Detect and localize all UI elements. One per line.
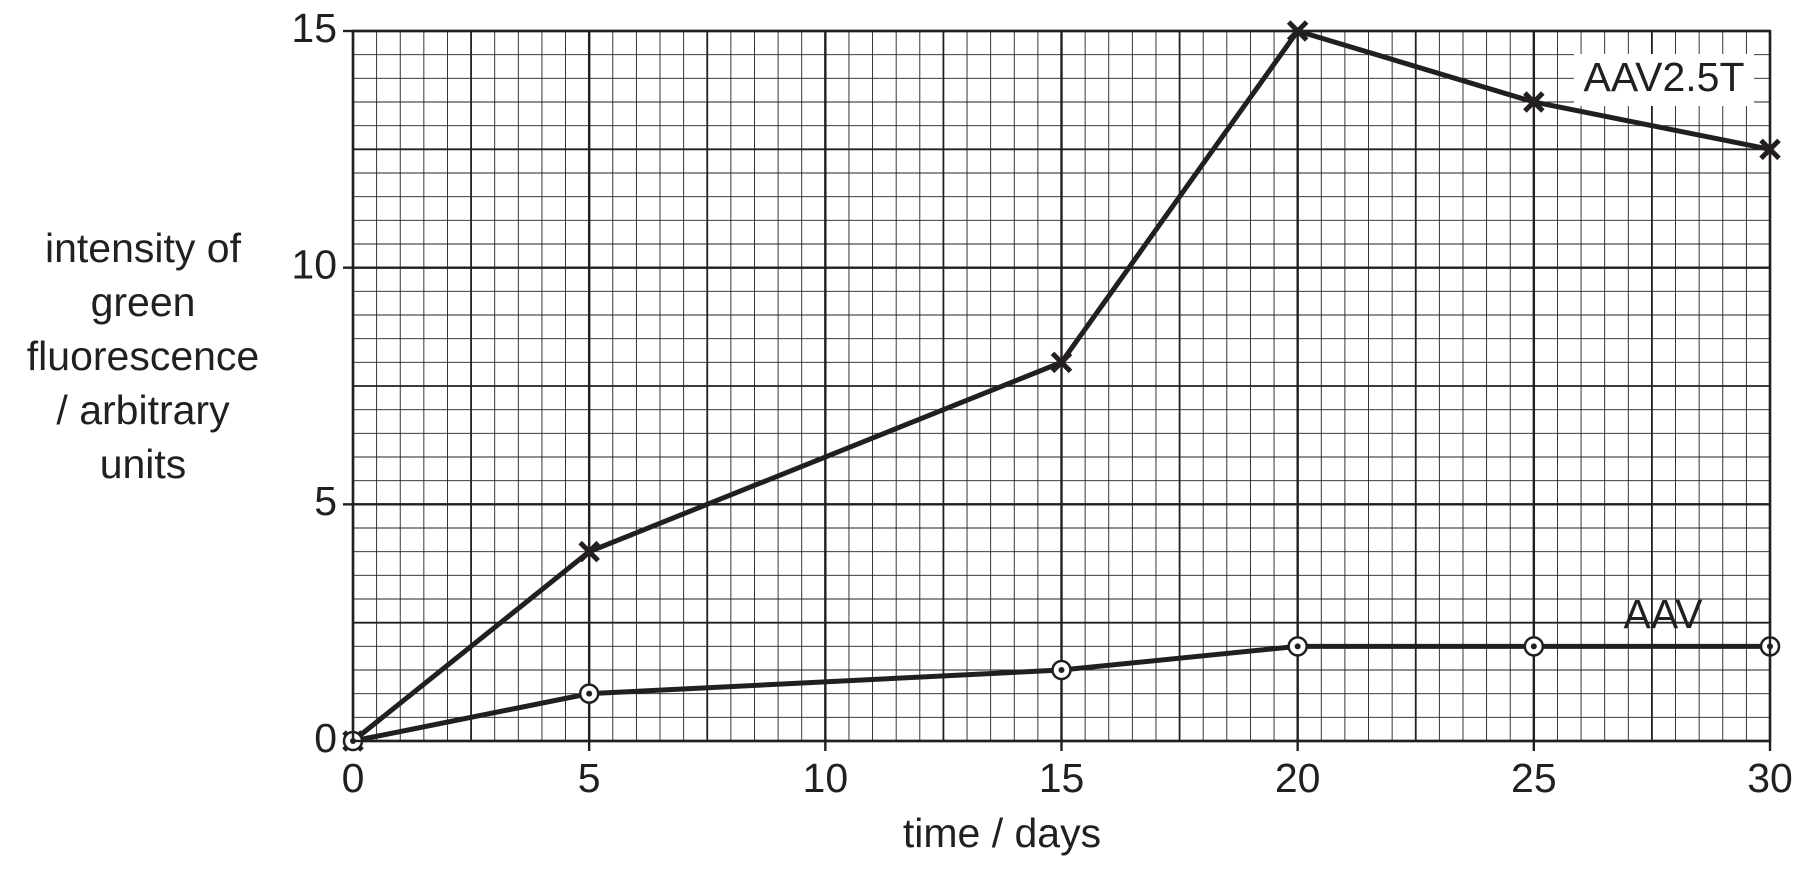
x-tick-label: 15: [1039, 755, 1085, 801]
x-tick-label: 20: [1275, 755, 1321, 801]
data-point: [1050, 351, 1073, 374]
series-label: AAV2.5T: [1583, 54, 1744, 100]
x-tick-label: 5: [578, 755, 601, 801]
label-background: [1574, 54, 1754, 106]
series-line: [351, 28, 1771, 743]
series-label: AAV: [1624, 591, 1704, 637]
x-tick-label: 10: [803, 755, 849, 801]
y-tick-label: 10: [291, 241, 337, 287]
data-point-dot: [1294, 643, 1301, 650]
plot-frame: [351, 29, 1772, 743]
data-point: [578, 540, 600, 563]
data-point-dot: [586, 690, 593, 697]
data-point-dot: [1530, 643, 1537, 650]
x-tick-label: 0: [342, 755, 365, 801]
x-tick-label: 25: [1511, 755, 1557, 801]
y-tick-label: 5: [314, 478, 337, 524]
x-axis-label: time / days: [903, 810, 1101, 856]
series-line: [352, 643, 1770, 744]
y-axis-label: intensity of: [45, 225, 242, 271]
y-tick-label: 15: [291, 5, 337, 51]
data-point: [1523, 91, 1545, 113]
y-tick-label: 0: [314, 715, 337, 761]
y-axis-label: units: [100, 441, 187, 487]
x-tick-label: 30: [1747, 755, 1793, 801]
data-point-dot: [1058, 667, 1065, 673]
y-axis-label: green: [91, 279, 196, 325]
y-axis-label: fluorescence: [27, 333, 259, 379]
y-axis-label: / arbitrary: [56, 387, 230, 433]
